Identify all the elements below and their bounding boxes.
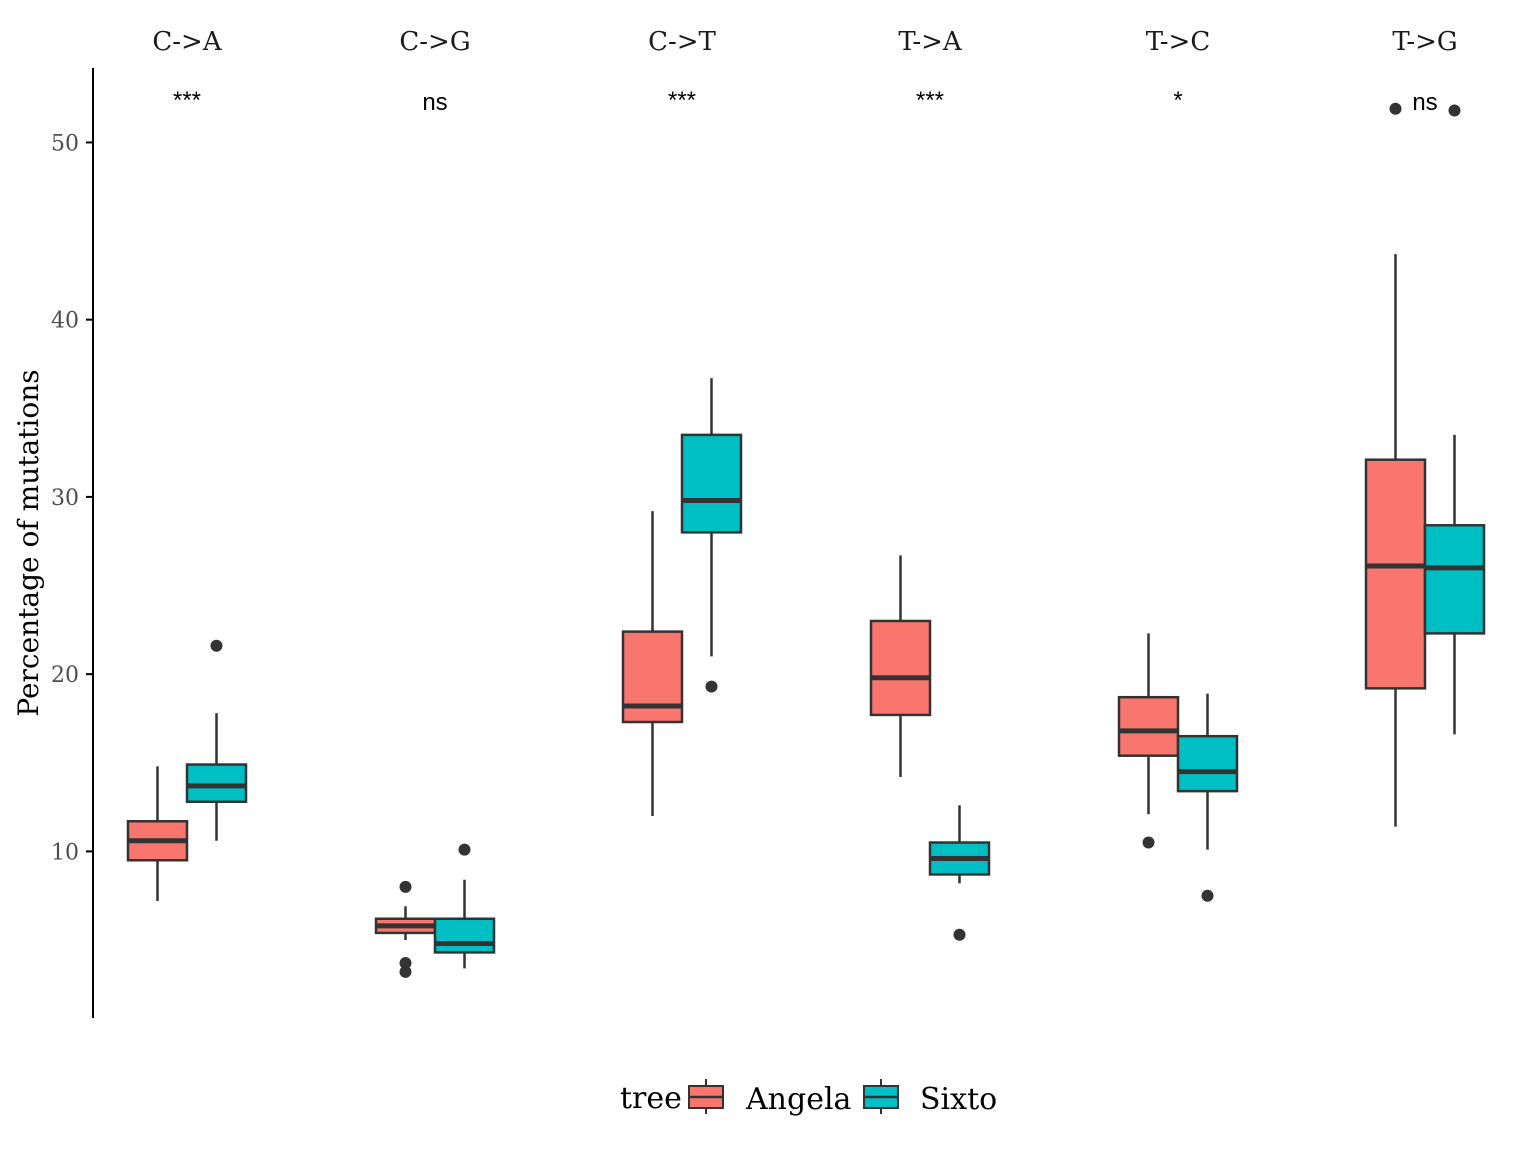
iqr-box <box>185 763 248 804</box>
facet-label: T->G <box>1392 27 1457 57</box>
iqr-box <box>433 917 496 954</box>
box-angela <box>869 555 932 777</box>
significance-labels: *** ns *** *** * ns <box>173 87 1438 116</box>
legend: tree Angela Sixto <box>620 1079 997 1117</box>
outlier-point <box>1448 104 1461 117</box>
significance-label: * <box>1173 87 1182 114</box>
outlier-point <box>1389 102 1402 115</box>
box-sixto <box>185 639 248 841</box>
outlier-point <box>953 928 966 941</box>
y-axis: 10 20 30 40 50 <box>51 68 94 1018</box>
legend-title: tree <box>620 1081 682 1116</box>
y-tick-label: 20 <box>51 663 79 688</box>
box-angela <box>1117 633 1180 849</box>
box-angela <box>374 880 437 978</box>
iqr-box <box>869 619 932 717</box>
box-angela <box>1364 102 1427 827</box>
outlier-point <box>399 965 412 978</box>
y-tick-label: 30 <box>51 486 79 511</box>
box-sixto <box>1176 693 1239 902</box>
outlier-point <box>1142 836 1155 849</box>
box-sixto <box>1423 104 1486 735</box>
iqr-box <box>1364 458 1427 690</box>
boxes <box>126 102 1486 978</box>
y-axis-title: Percentage of mutations <box>12 369 45 716</box>
facet-label: C->G <box>399 27 470 57</box>
y-tick-label: 40 <box>51 309 79 334</box>
facet-labels: C->A C->G C->T T->A T->C T->G <box>152 27 1457 57</box>
facet-label: T->A <box>898 27 963 57</box>
legend-key-sixto <box>863 1079 899 1114</box>
outlier-point <box>458 843 471 856</box>
significance-label: *** <box>668 87 696 114</box>
facet-label: T->C <box>1146 27 1210 57</box>
legend-label: Angela <box>745 1082 852 1117</box>
y-tick-label: 50 <box>51 131 79 156</box>
legend-label: Sixto <box>920 1082 997 1117</box>
outlier-point <box>1201 889 1214 902</box>
facet-label: C->T <box>648 27 716 57</box>
iqr-box <box>680 433 743 534</box>
significance-label: ns <box>422 89 447 116</box>
outlier-point <box>210 639 223 652</box>
facet-label: C->A <box>152 27 222 57</box>
box-angela <box>621 511 684 816</box>
legend-key-angela <box>688 1079 724 1114</box>
box-sixto <box>928 805 991 941</box>
iqr-box <box>1117 695 1180 757</box>
significance-label: *** <box>173 87 201 114</box>
outlier-point <box>399 880 412 893</box>
box-sixto <box>433 843 496 969</box>
significance-label: *** <box>916 87 944 114</box>
significance-label: ns <box>1412 89 1437 116</box>
box-sixto <box>680 378 743 693</box>
box-angela <box>126 766 189 902</box>
iqr-box <box>1176 734 1239 793</box>
y-tick-label: 10 <box>51 840 79 865</box>
outlier-point <box>705 680 718 693</box>
iqr-box <box>1423 524 1486 635</box>
outlier-point <box>399 957 412 970</box>
